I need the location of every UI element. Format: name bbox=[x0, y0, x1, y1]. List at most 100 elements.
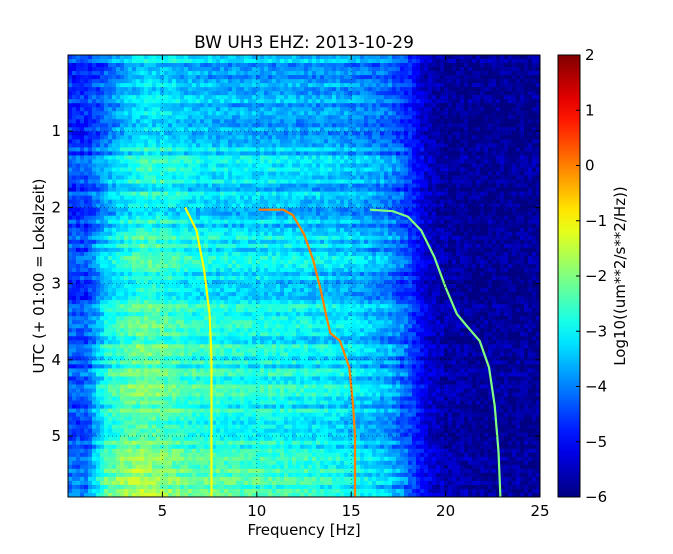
heatmap-cell bbox=[268, 167, 273, 173]
heatmap-cell bbox=[456, 155, 461, 161]
heatmap-cell bbox=[536, 67, 540, 72]
heatmap-cell bbox=[352, 127, 357, 132]
heatmap-cell bbox=[380, 67, 385, 72]
heatmap-cell bbox=[116, 103, 121, 108]
heatmap-cell bbox=[384, 171, 389, 177]
heatmap-cell bbox=[116, 147, 121, 153]
heatmap-cell bbox=[136, 71, 141, 76]
heatmap-cell bbox=[288, 195, 293, 201]
heatmap-cell bbox=[480, 55, 485, 60]
heatmap-cell bbox=[320, 163, 325, 169]
heatmap-cell bbox=[412, 55, 417, 60]
heatmap-cell bbox=[272, 91, 277, 96]
heatmap-cell bbox=[176, 151, 181, 157]
heatmap-cell bbox=[376, 183, 381, 189]
heatmap-cell bbox=[508, 83, 513, 88]
heatmap-cell bbox=[272, 135, 277, 140]
heatmap-cell bbox=[140, 183, 145, 189]
heatmap-cell bbox=[336, 95, 341, 100]
heatmap-cell bbox=[516, 215, 521, 221]
heatmap-cell bbox=[156, 147, 161, 153]
heatmap-cell bbox=[456, 195, 461, 201]
heatmap-cell bbox=[496, 147, 501, 153]
heatmap-cell bbox=[84, 171, 89, 177]
heatmap-cell bbox=[116, 139, 121, 144]
heatmap-cell bbox=[212, 163, 217, 169]
heatmap-cell bbox=[524, 199, 529, 205]
heatmap-cell bbox=[212, 171, 217, 177]
heatmap-cell bbox=[116, 127, 121, 132]
heatmap-cell bbox=[172, 183, 177, 189]
heatmap-cell bbox=[440, 99, 445, 104]
heatmap-cell bbox=[104, 63, 109, 68]
heatmap-cell bbox=[308, 123, 313, 128]
heatmap-cell bbox=[440, 155, 445, 161]
heatmap-cell bbox=[384, 195, 389, 201]
heatmap-cell bbox=[116, 167, 121, 173]
heatmap-cell bbox=[256, 115, 261, 120]
heatmap-cell bbox=[352, 67, 357, 72]
heatmap-cell bbox=[152, 207, 157, 213]
heatmap-cell bbox=[428, 219, 433, 225]
heatmap-cell bbox=[480, 183, 485, 189]
heatmap-cell bbox=[120, 151, 125, 157]
heatmap-cell bbox=[404, 75, 409, 80]
heatmap-cell bbox=[444, 195, 449, 201]
heatmap-cell bbox=[484, 183, 489, 189]
heatmap-cell bbox=[132, 67, 137, 72]
heatmap-cell bbox=[396, 107, 401, 112]
heatmap-cell bbox=[252, 107, 257, 112]
heatmap-cell bbox=[284, 115, 289, 120]
heatmap-cell bbox=[480, 127, 485, 132]
heatmap-cell bbox=[500, 159, 505, 165]
heatmap-cell bbox=[336, 127, 341, 132]
heatmap-cell bbox=[216, 91, 221, 96]
heatmap-cell bbox=[144, 99, 149, 104]
heatmap-cell bbox=[312, 91, 317, 96]
heatmap-cell bbox=[336, 83, 341, 88]
heatmap-cell bbox=[304, 99, 309, 104]
heatmap-cell bbox=[492, 127, 497, 132]
heatmap-cell bbox=[368, 155, 373, 161]
heatmap-cell bbox=[356, 55, 361, 60]
heatmap-cell bbox=[284, 55, 289, 60]
heatmap-cell bbox=[176, 155, 181, 161]
heatmap-cell bbox=[328, 195, 333, 201]
heatmap-cell bbox=[452, 119, 457, 124]
heatmap-cell bbox=[220, 131, 225, 136]
heatmap-cell bbox=[404, 175, 409, 181]
heatmap-cell bbox=[448, 175, 453, 181]
heatmap-cell bbox=[140, 103, 145, 108]
heatmap-cell bbox=[356, 139, 361, 144]
heatmap-cell bbox=[408, 103, 413, 108]
heatmap-cell bbox=[232, 99, 237, 104]
heatmap-cell bbox=[300, 191, 305, 197]
heatmap-cell bbox=[332, 87, 337, 92]
heatmap-cell bbox=[512, 99, 517, 104]
heatmap-cell bbox=[444, 79, 449, 84]
heatmap-cell bbox=[360, 179, 365, 185]
heatmap-cell bbox=[372, 179, 377, 185]
heatmap-cell bbox=[376, 95, 381, 100]
heatmap-cell bbox=[248, 191, 253, 197]
heatmap-cell bbox=[444, 211, 449, 217]
heatmap-cell bbox=[196, 139, 201, 144]
heatmap-cell bbox=[404, 63, 409, 68]
heatmap-cell bbox=[96, 215, 101, 221]
heatmap-cell bbox=[388, 55, 393, 60]
heatmap-cell bbox=[208, 87, 213, 92]
heatmap-cell bbox=[460, 95, 465, 100]
heatmap-cell bbox=[264, 219, 269, 225]
heatmap-cell bbox=[420, 75, 425, 80]
heatmap-cell bbox=[448, 163, 453, 169]
heatmap-cell bbox=[472, 203, 477, 209]
heatmap-cell bbox=[360, 219, 365, 225]
heatmap-cell bbox=[132, 155, 137, 161]
heatmap-cell bbox=[516, 219, 521, 225]
heatmap-cell bbox=[160, 143, 165, 149]
heatmap-cell bbox=[196, 207, 201, 213]
heatmap-cell bbox=[88, 147, 93, 153]
heatmap-cell bbox=[108, 171, 113, 177]
heatmap-cell bbox=[416, 83, 421, 88]
heatmap-cell bbox=[284, 151, 289, 157]
